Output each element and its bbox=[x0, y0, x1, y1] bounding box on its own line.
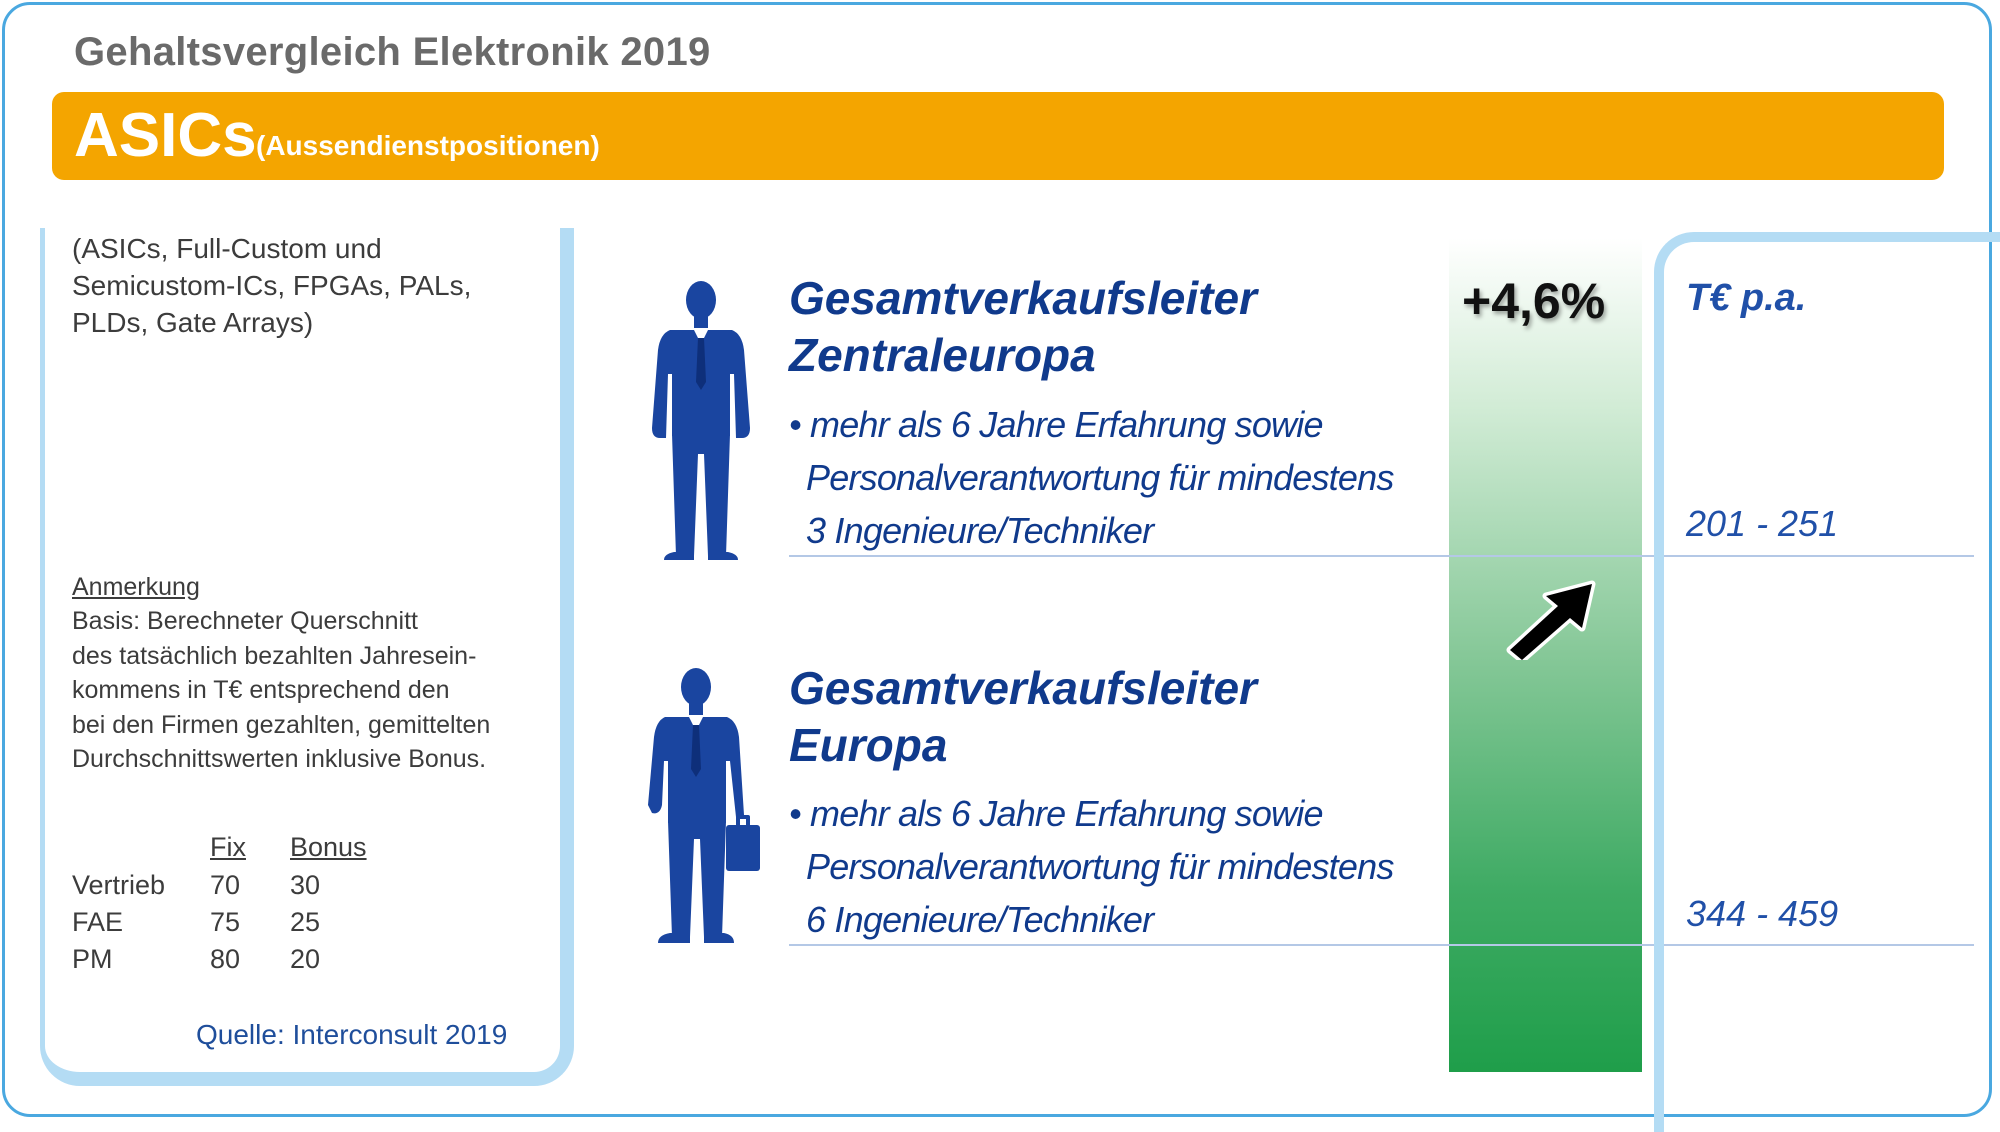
job-requirement-line-3: 6 Ingenieure/Techniker bbox=[806, 899, 1154, 940]
note-line-1: Basis: Berechneter Querschnitt bbox=[72, 607, 418, 635]
businessman-briefcase-icon bbox=[648, 668, 760, 943]
job-title-line-1: Gesamtverkaufsleiter bbox=[789, 272, 1257, 324]
scope-line-2: Semicustom-ICs, FPGAs, PALs, bbox=[72, 270, 472, 301]
job-title-line-2: Europa bbox=[789, 719, 948, 771]
note-heading: Anmerkung bbox=[72, 573, 200, 601]
table-row-fix: 80 bbox=[210, 944, 241, 974]
table-header-fix: Fix bbox=[210, 832, 246, 862]
source-credit: Quelle: Interconsult 2019 bbox=[196, 1019, 508, 1050]
job-requirement-line-2: Personalverantwortung für mindestens bbox=[806, 457, 1394, 498]
table-row-fix: 75 bbox=[210, 907, 241, 937]
note-line-3: kommens in T€ entsprechend den bbox=[72, 676, 450, 704]
job-title-line-2: Zentraleuropa bbox=[789, 329, 1096, 381]
table-row-label: FAE bbox=[72, 907, 124, 937]
unit-label: T€ p.a. bbox=[1686, 277, 1807, 319]
salary-panel bbox=[1654, 232, 2000, 1132]
banner-title: ASICs bbox=[74, 101, 257, 170]
growth-bar bbox=[1449, 238, 1642, 1072]
note-line-2: des tatsächlich bezahlten Jahresein- bbox=[72, 642, 477, 670]
job-requirement-line-1: • mehr als 6 Jahre Erfahrung sowie bbox=[789, 793, 1323, 834]
table-row-label: Vertrieb bbox=[72, 870, 166, 900]
job-requirement-line-2: Personalverantwortung für mindestens bbox=[806, 846, 1394, 887]
table-header-bonus: Bonus bbox=[290, 832, 367, 862]
salary-range: 344 - 459 bbox=[1686, 893, 1839, 934]
scope-line-3: PLDs, Gate Arrays) bbox=[72, 307, 314, 338]
category-banner: ASICs (Aussendienstpositionen) bbox=[52, 92, 1944, 180]
note-line-5: Durchschnittswerten inklusive Bonus. bbox=[72, 745, 487, 773]
divider-line bbox=[789, 944, 1974, 946]
table-row-fix: 70 bbox=[210, 870, 241, 900]
divider-line bbox=[789, 555, 1974, 557]
note-line-4: bei den Firmen gezahlten, gemittelten bbox=[72, 711, 491, 739]
job-requirement-line-1: • mehr als 6 Jahre Erfahrung sowie bbox=[789, 404, 1323, 445]
info-panel bbox=[40, 228, 574, 1086]
scope-line-1: (ASICs, Full-Custom und bbox=[72, 233, 382, 264]
banner-subtitle: (Aussendienstpositionen) bbox=[256, 130, 600, 161]
page-title: Gehaltsvergleich Elektronik 2019 bbox=[74, 30, 711, 74]
salary-range: 201 - 251 bbox=[1686, 503, 1839, 544]
table-row-bonus: 20 bbox=[290, 944, 321, 974]
businessman-icon bbox=[652, 281, 750, 560]
table-row-label: PM bbox=[72, 944, 113, 974]
table-row-bonus: 30 bbox=[290, 870, 321, 900]
table-row-bonus: 25 bbox=[290, 907, 321, 937]
arrow-up-right-icon bbox=[1506, 580, 1596, 660]
job-requirement-line-3: 3 Ingenieure/Techniker bbox=[806, 510, 1154, 551]
growth-percentage: +4,6% bbox=[1462, 273, 1606, 329]
job-title-line-1: Gesamtverkaufsleiter bbox=[789, 662, 1257, 714]
